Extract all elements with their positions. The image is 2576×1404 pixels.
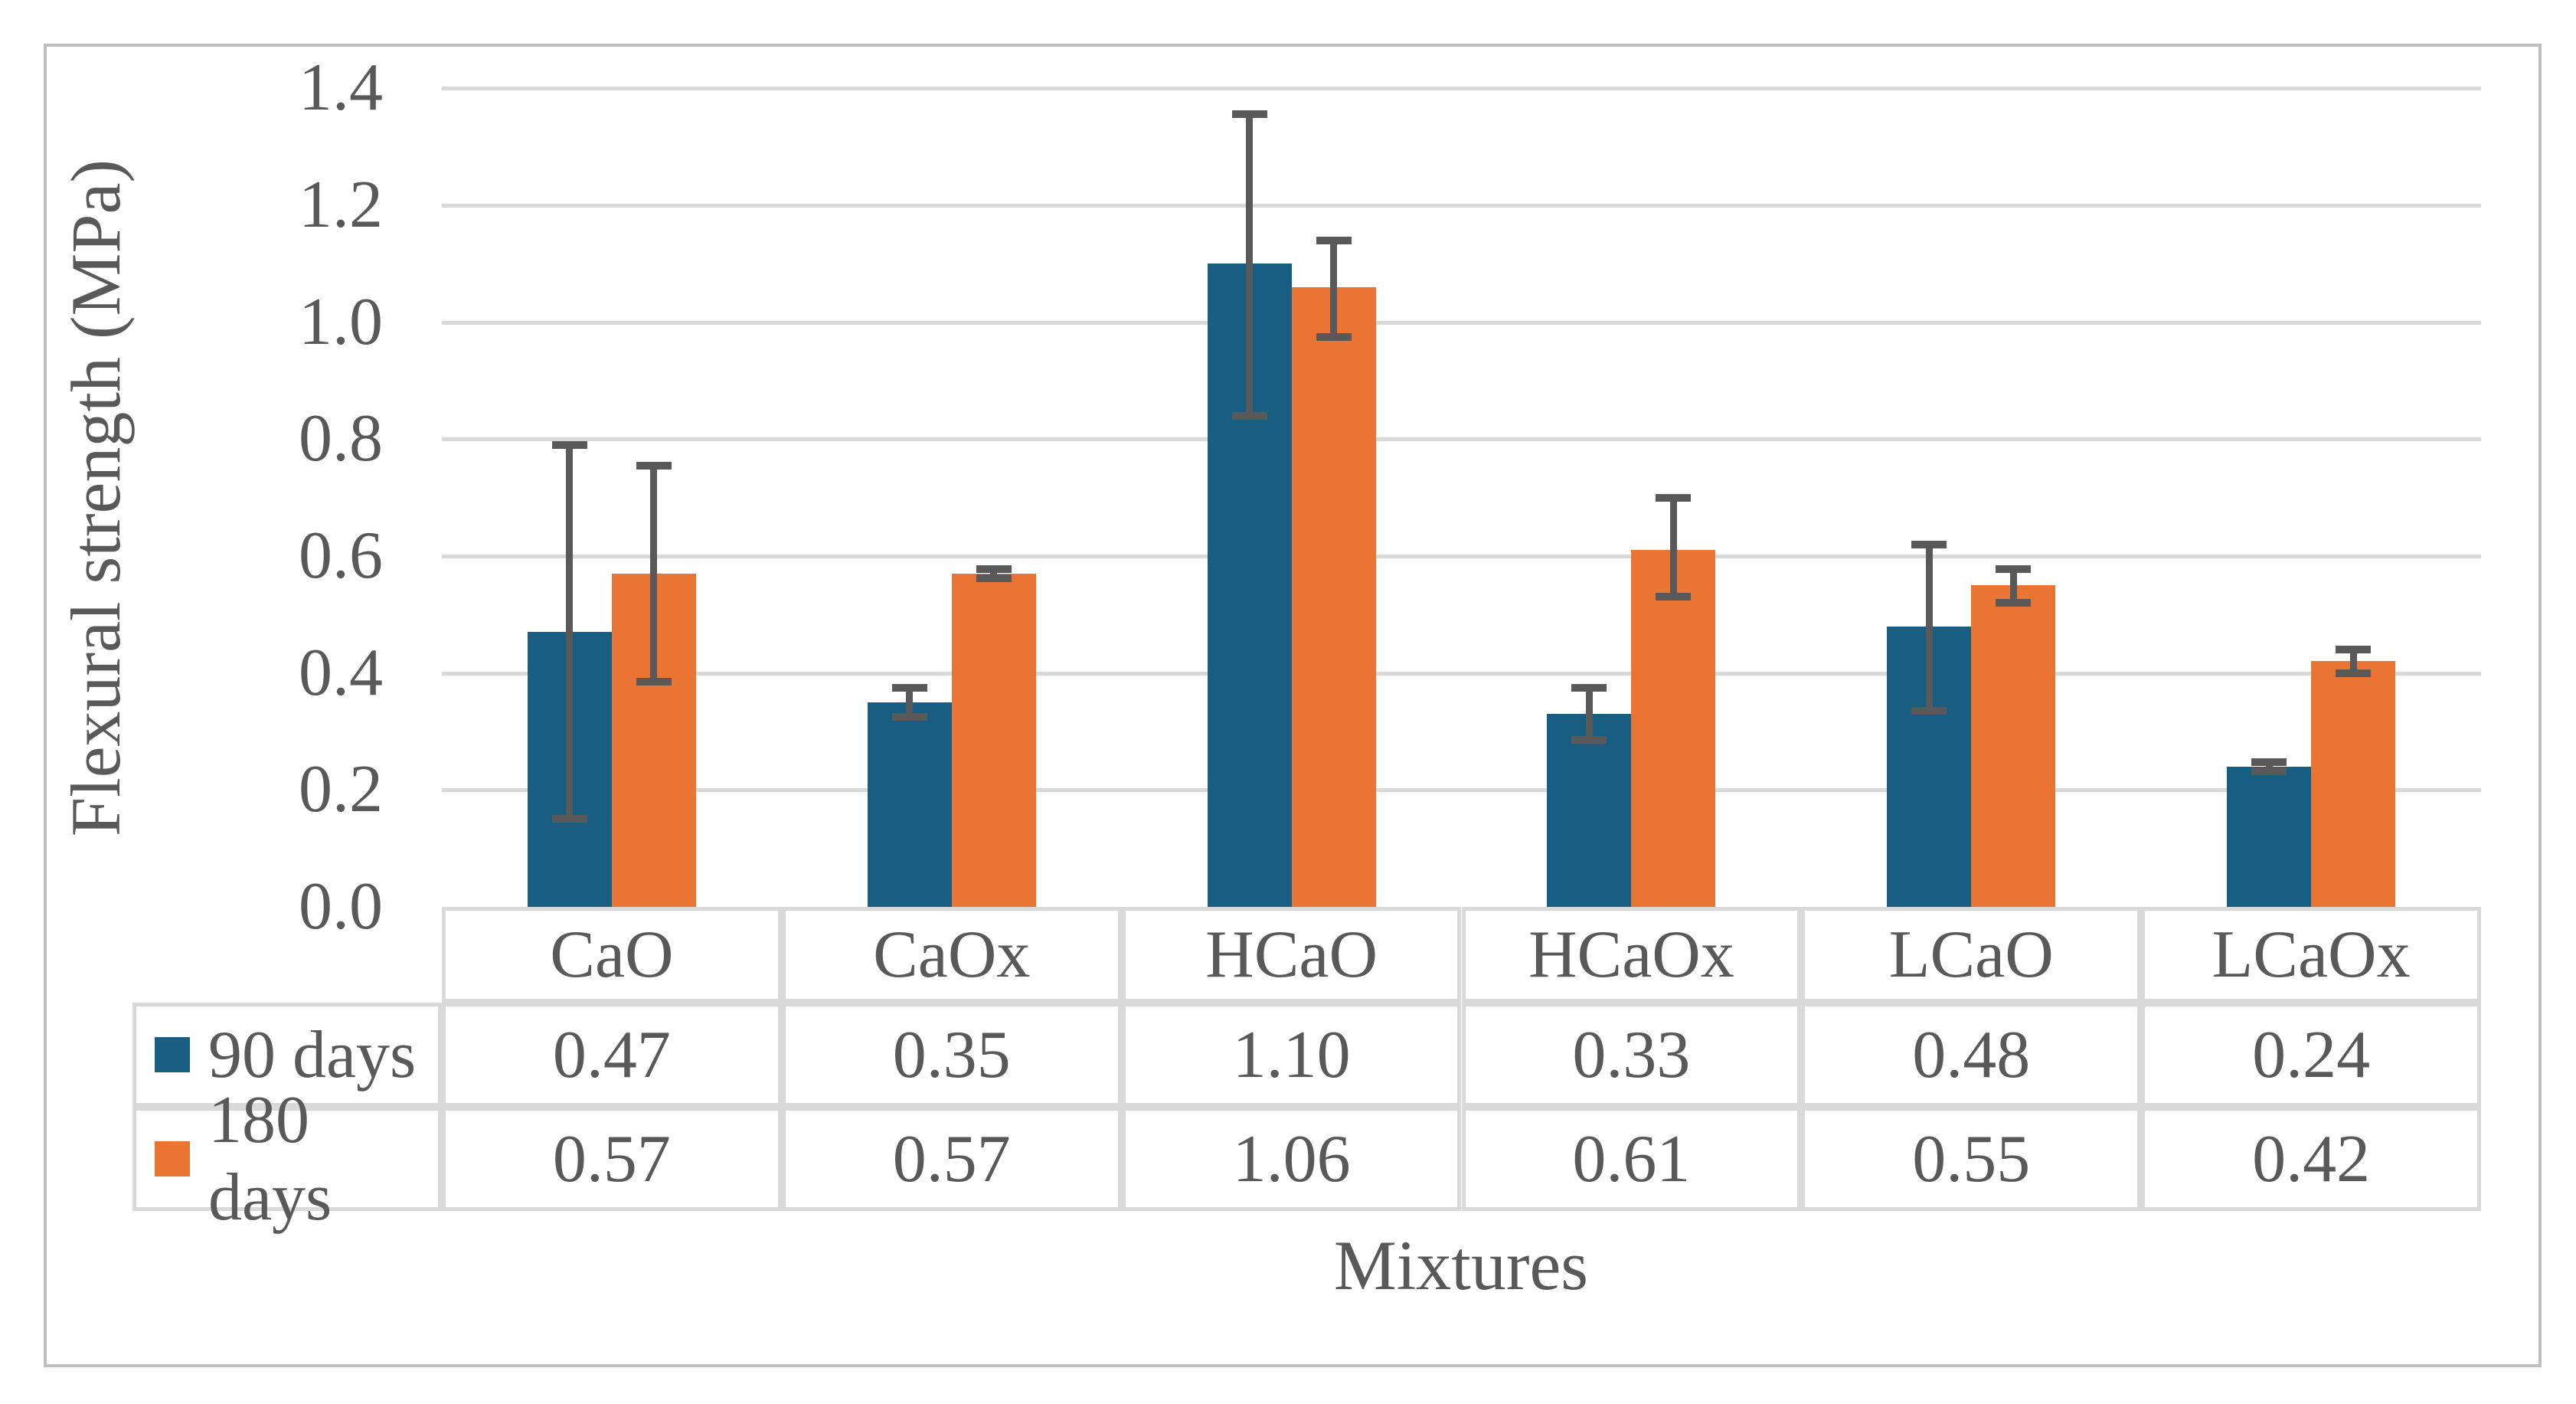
legend-label: 180 days <box>208 1083 332 1235</box>
table-value-90days-LCaO: 0.48 <box>1801 1003 2142 1107</box>
error-bar-180days-LCaOx-cap-bottom <box>2336 669 2372 677</box>
error-bar-90days-CaO-cap-top <box>551 440 587 449</box>
table-value-180days-CaO: 0.57 <box>442 1107 782 1211</box>
y-tick-label: 0.0 <box>299 869 383 944</box>
error-bar-90days-HCaOx <box>1585 687 1593 741</box>
error-bar-180days-HCaO-cap-bottom <box>1316 332 1352 341</box>
table-value-90days-HCaO: 1.10 <box>1121 1003 1462 1107</box>
error-bar-180days-LCaOx <box>2349 650 2357 673</box>
bar-90days-HCaOx <box>1547 714 1632 907</box>
gridline <box>442 671 2481 676</box>
error-bar-90days-HCaO-cap-bottom <box>1231 411 1267 420</box>
error-bar-180days-LCaO <box>2009 568 2017 603</box>
x-axis-title: Mixtures <box>1333 1226 1589 1304</box>
error-bar-90days-HCaO <box>1246 114 1254 416</box>
error-bar-90days-HCaOx-cap-bottom <box>1571 736 1607 745</box>
table-header-HCaOx: HCaOx <box>1461 907 1802 1003</box>
bar-180days-HCaOx <box>1631 550 1716 907</box>
legend-cell-180days: 180 days <box>132 1083 442 1235</box>
error-bar-90days-CaO-cap-bottom <box>551 815 587 823</box>
bar-180days-LCaOx <box>2311 661 2396 907</box>
table-header-LCaOx: LCaOx <box>2141 907 2481 1003</box>
error-bar-180days-HCaO-cap-top <box>1316 236 1352 244</box>
error-bar-90days-CaOx <box>906 687 914 717</box>
bar-90days-LCaOx <box>2227 766 2312 907</box>
y-tick-label: 0.6 <box>299 518 383 593</box>
error-bar-90days-LCaOx-cap-top <box>2251 758 2287 766</box>
error-bar-180days-CaOx <box>990 568 998 578</box>
table-value-180days-CaOx: 0.57 <box>781 1107 1122 1211</box>
table-header-CaO: CaO <box>442 907 782 1003</box>
error-bar-90days-LCaO-cap-top <box>1911 540 1947 548</box>
bar-180days-HCaO <box>1291 286 1376 907</box>
error-bar-180days-LCaO-cap-bottom <box>1996 598 2032 607</box>
y-tick-label: 1.4 <box>299 51 383 126</box>
gridline <box>442 437 2481 442</box>
gridline <box>442 788 2481 793</box>
gridline <box>442 554 2481 558</box>
error-bar-180days-CaO-cap-top <box>636 461 672 470</box>
table-value-180days-HCaOx: 0.61 <box>1461 1107 1802 1211</box>
table-header-CaOx: CaOx <box>781 907 1122 1003</box>
error-bar-90days-LCaO-cap-bottom <box>1911 707 1947 715</box>
error-bar-90days-CaO <box>566 444 574 820</box>
y-axis-title: Flexural strength (MPa) <box>57 159 135 837</box>
error-bar-180days-HCaOx <box>1669 497 1677 597</box>
y-tick-label: 1.0 <box>299 284 383 359</box>
error-bar-180days-HCaOx-cap-bottom <box>1656 593 1692 601</box>
table-value-180days-LCaO: 0.55 <box>1801 1107 2142 1211</box>
table-value-90days-HCaOx: 0.33 <box>1461 1003 1802 1107</box>
error-bar-180days-LCaOx-cap-top <box>2336 646 2372 654</box>
y-tick-label: 0.4 <box>299 635 383 710</box>
table-value-180days-HCaO: 1.06 <box>1121 1107 1462 1211</box>
error-bar-90days-LCaOx-cap-bottom <box>2251 767 2287 775</box>
legend-swatch-180days <box>155 1141 190 1177</box>
y-tick-label: 0.2 <box>299 752 383 827</box>
legend-swatch-90days <box>155 1037 190 1072</box>
bar-180days-CaOx <box>951 573 1036 907</box>
error-bar-90days-LCaO <box>1925 544 1933 712</box>
table-value-90days-CaOx: 0.35 <box>781 1003 1122 1107</box>
error-bar-180days-CaO-cap-bottom <box>636 678 672 686</box>
error-bar-90days-HCaO-cap-top <box>1231 110 1267 119</box>
error-bar-90days-LCaOx <box>2265 761 2273 771</box>
table-header-LCaO: LCaO <box>1801 907 2142 1003</box>
gridline <box>442 320 2481 325</box>
bar-180days-LCaO <box>1971 585 2056 907</box>
error-bar-180days-CaOx-cap-top <box>976 565 1012 573</box>
error-bar-180days-HCaOx-cap-top <box>1656 493 1692 502</box>
y-tick-label: 0.8 <box>299 401 383 476</box>
error-bar-90days-CaOx-cap-top <box>891 683 927 692</box>
figure-border <box>44 44 2542 1367</box>
legend-cell-90days: 90 days <box>132 1003 442 1107</box>
error-bar-180days-LCaO-cap-top <box>1996 565 2032 573</box>
table-value-90days-CaO: 0.47 <box>442 1003 782 1107</box>
bar-90days-CaOx <box>867 702 952 907</box>
table-value-180days-LCaOx: 0.42 <box>2141 1107 2481 1211</box>
error-bar-180days-HCaO <box>1330 240 1338 337</box>
gridline <box>442 87 2481 91</box>
error-bar-90days-HCaOx-cap-top <box>1571 683 1607 692</box>
error-bar-180days-CaOx-cap-bottom <box>976 574 1012 582</box>
legend-label: 90 days <box>208 1017 417 1092</box>
table-header-HCaO: HCaO <box>1121 907 1462 1003</box>
gridline <box>442 203 2481 208</box>
error-bar-180days-CaO <box>650 465 658 682</box>
error-bar-90days-CaOx-cap-bottom <box>891 712 927 721</box>
table-value-90days-LCaOx: 0.24 <box>2141 1003 2481 1107</box>
y-tick-label: 1.2 <box>299 167 383 242</box>
